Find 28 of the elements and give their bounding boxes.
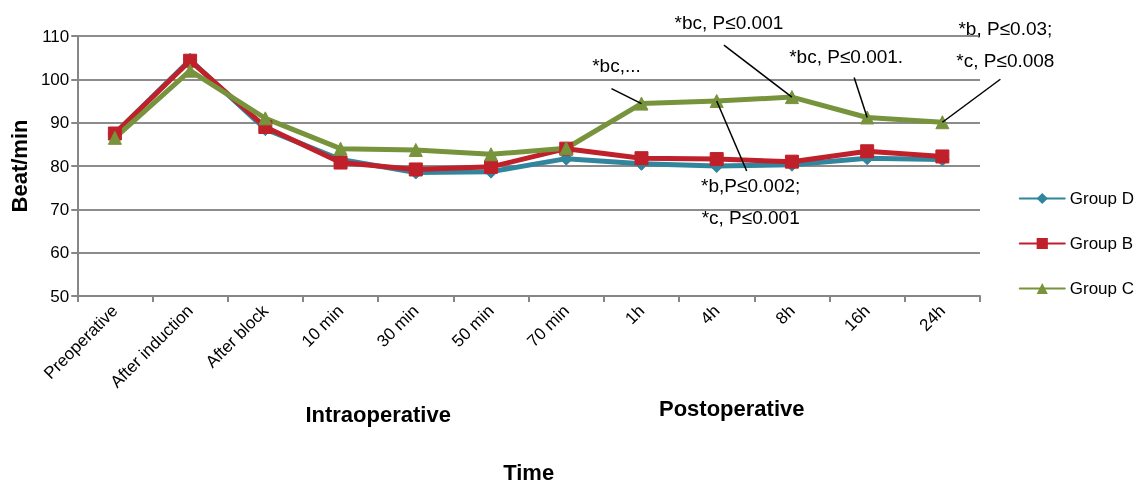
x-tick-label: 16h [840, 301, 874, 335]
y-axis-title: Beat/min [6, 119, 32, 213]
y-tick-label: 50 [50, 286, 70, 306]
y-tick-label: 90 [50, 113, 70, 133]
legend-label: Group C [1069, 279, 1134, 298]
y-tick-label: 80 [50, 156, 70, 176]
legend-label: Group B [1069, 234, 1134, 253]
x-tick-label: 4h [696, 301, 724, 329]
x-tick-label: 10 min [297, 301, 348, 351]
y-tick-label: 110 [42, 26, 70, 46]
x-axis-title: Time [503, 459, 555, 485]
y-tick-label: 60 [50, 243, 70, 263]
x-tick-label: 1h [621, 301, 649, 329]
text: Postoperative [659, 395, 805, 421]
annotation: *bc,... [592, 55, 641, 77]
annotation: *b, P≤0.03; *c, P≤0.008 [956, 17, 1055, 71]
y-tick-label: 70 [50, 199, 70, 219]
annotation: *bc, P≤0.001 [674, 11, 784, 33]
legend-label: Group D [1069, 189, 1134, 208]
x-tick-label: 8h [771, 301, 799, 329]
x-tick-label: 30 min [373, 301, 423, 351]
x-tick-label: 70 min [523, 301, 573, 351]
annotation: *b,P≤0.002; *c, P≤0.001 [701, 174, 801, 228]
annotation: *bc, P≤0.001. [789, 45, 904, 67]
x-tick-label: 24h [915, 301, 950, 335]
text: Intraoperative [305, 401, 451, 427]
y-tick-label: 100 [40, 69, 70, 89]
x-tick-label: 50 min [448, 301, 498, 351]
